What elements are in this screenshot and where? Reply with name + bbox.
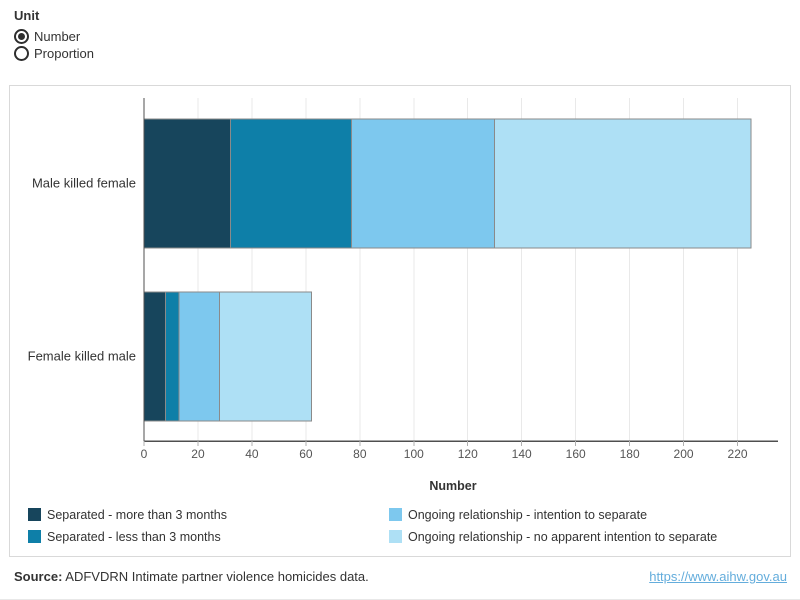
legend-label: Ongoing relationship - intention to sepa… [408,507,648,522]
bar-segment[interactable] [219,291,312,422]
legend-item[interactable]: Separated - less than 3 months [28,529,221,544]
legend-swatch-separated-less-3-months [28,530,41,543]
radio-option-proportion[interactable]: Proportion [14,45,94,62]
legend-label: Separated - less than 3 months [47,529,221,544]
bar-segment[interactable] [229,118,353,249]
legend-item[interactable]: Ongoing relationship - no apparent inten… [389,529,717,544]
legend-swatch-ongoing-intention [389,508,402,521]
bar-segment[interactable] [165,291,180,422]
radio-button-icon[interactable] [14,29,29,44]
x-tick-label: 140 [512,447,532,461]
source-label: Source: [14,569,63,584]
legend-swatch-ongoing-no-intention [389,530,402,543]
bar-segment[interactable] [351,118,496,249]
x-tick-label: 20 [191,447,205,461]
stacked-bar-chart: Male killed female Female killed male 0 20 4… [28,98,778,493]
unit-control: Unit Number Proportion [14,8,94,62]
x-tick-label: 160 [566,447,586,461]
category-label: Male killed female [32,176,136,191]
x-tick-label: 180 [620,447,640,461]
legend-item[interactable]: Separated - more than 3 months [28,507,227,522]
x-tick-label: 200 [674,447,694,461]
x-tick-label: 0 [141,447,148,461]
radio-option-number-label: Number [34,29,81,44]
x-axis-title: Number [429,479,476,493]
legend-item[interactable]: Ongoing relationship - intention to sepa… [389,507,647,522]
legend-label: Separated - more than 3 months [47,507,227,522]
category-label: Female killed male [28,349,136,364]
x-tick-label: 60 [299,447,313,461]
bar-segment[interactable] [143,291,167,422]
unit-label: Unit [14,8,40,23]
chart-panel: Male killed female Female killed male 0 20 4… [9,85,791,557]
legend-label: Ongoing relationship - no apparent inten… [408,529,718,544]
aihw-link[interactable]: https://www.aihw.gov.au [649,569,787,584]
source-text: ADFVDRN Intimate partner violence homici… [62,569,369,584]
source-note: Source: ADFVDRN Intimate partner violenc… [14,569,369,584]
radio-dot [18,33,25,40]
x-tick-label: 220 [728,447,748,461]
radio-button-icon[interactable] [14,46,29,61]
x-tick-label: 120 [458,447,478,461]
radio-dot [18,50,25,57]
footer: Source: ADFVDRN Intimate partner violenc… [0,563,800,595]
bar-segment[interactable] [178,291,221,422]
radio-option-number[interactable]: Number [14,28,94,45]
legend-swatch-separated-more-3-months [28,508,41,521]
bar-segment[interactable] [494,118,752,249]
radio-option-proportion-label: Proportion [34,46,94,61]
x-tick-label: 40 [245,447,259,461]
bar-segment[interactable] [143,118,231,249]
x-tick-label: 100 [404,447,424,461]
x-tick-label: 80 [353,447,367,461]
